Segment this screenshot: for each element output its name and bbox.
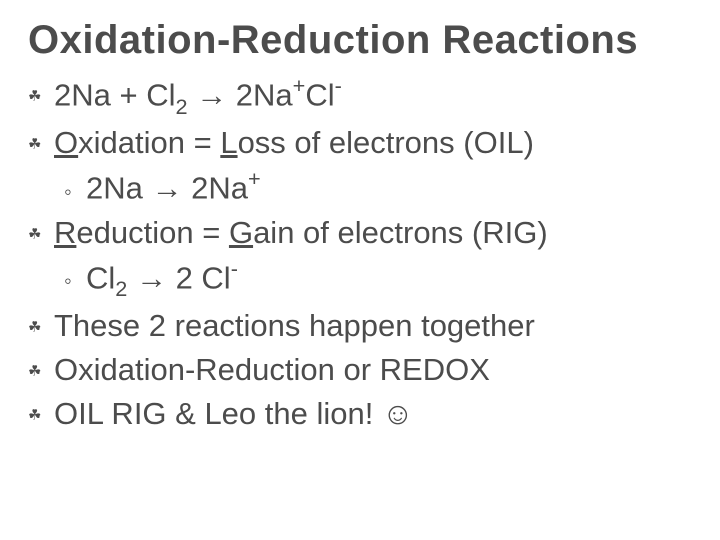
bullet-marker-icon: ☘ (28, 224, 54, 245)
bullet-text: Oxidation-Reduction or REDOX (54, 348, 692, 392)
bullet-text: 2Na + Cl2 → 2Na+Cl- (54, 72, 692, 121)
sub-bullet-marker-icon: ◦ (64, 176, 86, 207)
bullet-marker-icon: ☘ (28, 405, 54, 426)
bullet-marker-icon: ☘ (28, 134, 54, 155)
bullet-text: OIL RIG & Leo the lion! ☺ (54, 392, 692, 436)
bullet-marker-icon: ☘ (28, 86, 54, 107)
bullet-text: Reduction = Gain of electrons (RIG) (54, 211, 692, 255)
bullet-marker-icon: ☘ (28, 317, 54, 338)
bullet: ☘These 2 reactions happen together (28, 304, 692, 348)
slide: Oxidation-Reduction Reactions ☘2Na + Cl2… (0, 0, 720, 540)
slide-body: ☘2Na + Cl2 → 2Na+Cl-☘Oxidation = Loss of… (28, 72, 692, 436)
bullet-text: Cl2 → 2 Cl- (86, 255, 692, 304)
bullet-text: Oxidation = Loss of electrons (OIL) (54, 121, 692, 165)
bullet: ☘OIL RIG & Leo the lion! ☺ (28, 392, 692, 436)
sub-bullet-marker-icon: ◦ (64, 265, 86, 296)
slide-title: Oxidation-Reduction Reactions (28, 18, 692, 62)
bullet-marker-icon: ☘ (28, 361, 54, 382)
bullet: ☘Reduction = Gain of electrons (RIG) (28, 211, 692, 255)
bullet: ☘Oxidation = Loss of electrons (OIL) (28, 121, 692, 165)
bullet: ☘2Na + Cl2 → 2Na+Cl- (28, 72, 692, 121)
bullet-text: 2Na → 2Na+ (86, 165, 692, 210)
bullet: ☘Oxidation-Reduction or REDOX (28, 348, 692, 392)
bullet-text: These 2 reactions happen together (54, 304, 692, 348)
sub-bullet: ◦2Na → 2Na+ (64, 165, 692, 210)
sub-bullet: ◦Cl2 → 2 Cl- (64, 255, 692, 304)
